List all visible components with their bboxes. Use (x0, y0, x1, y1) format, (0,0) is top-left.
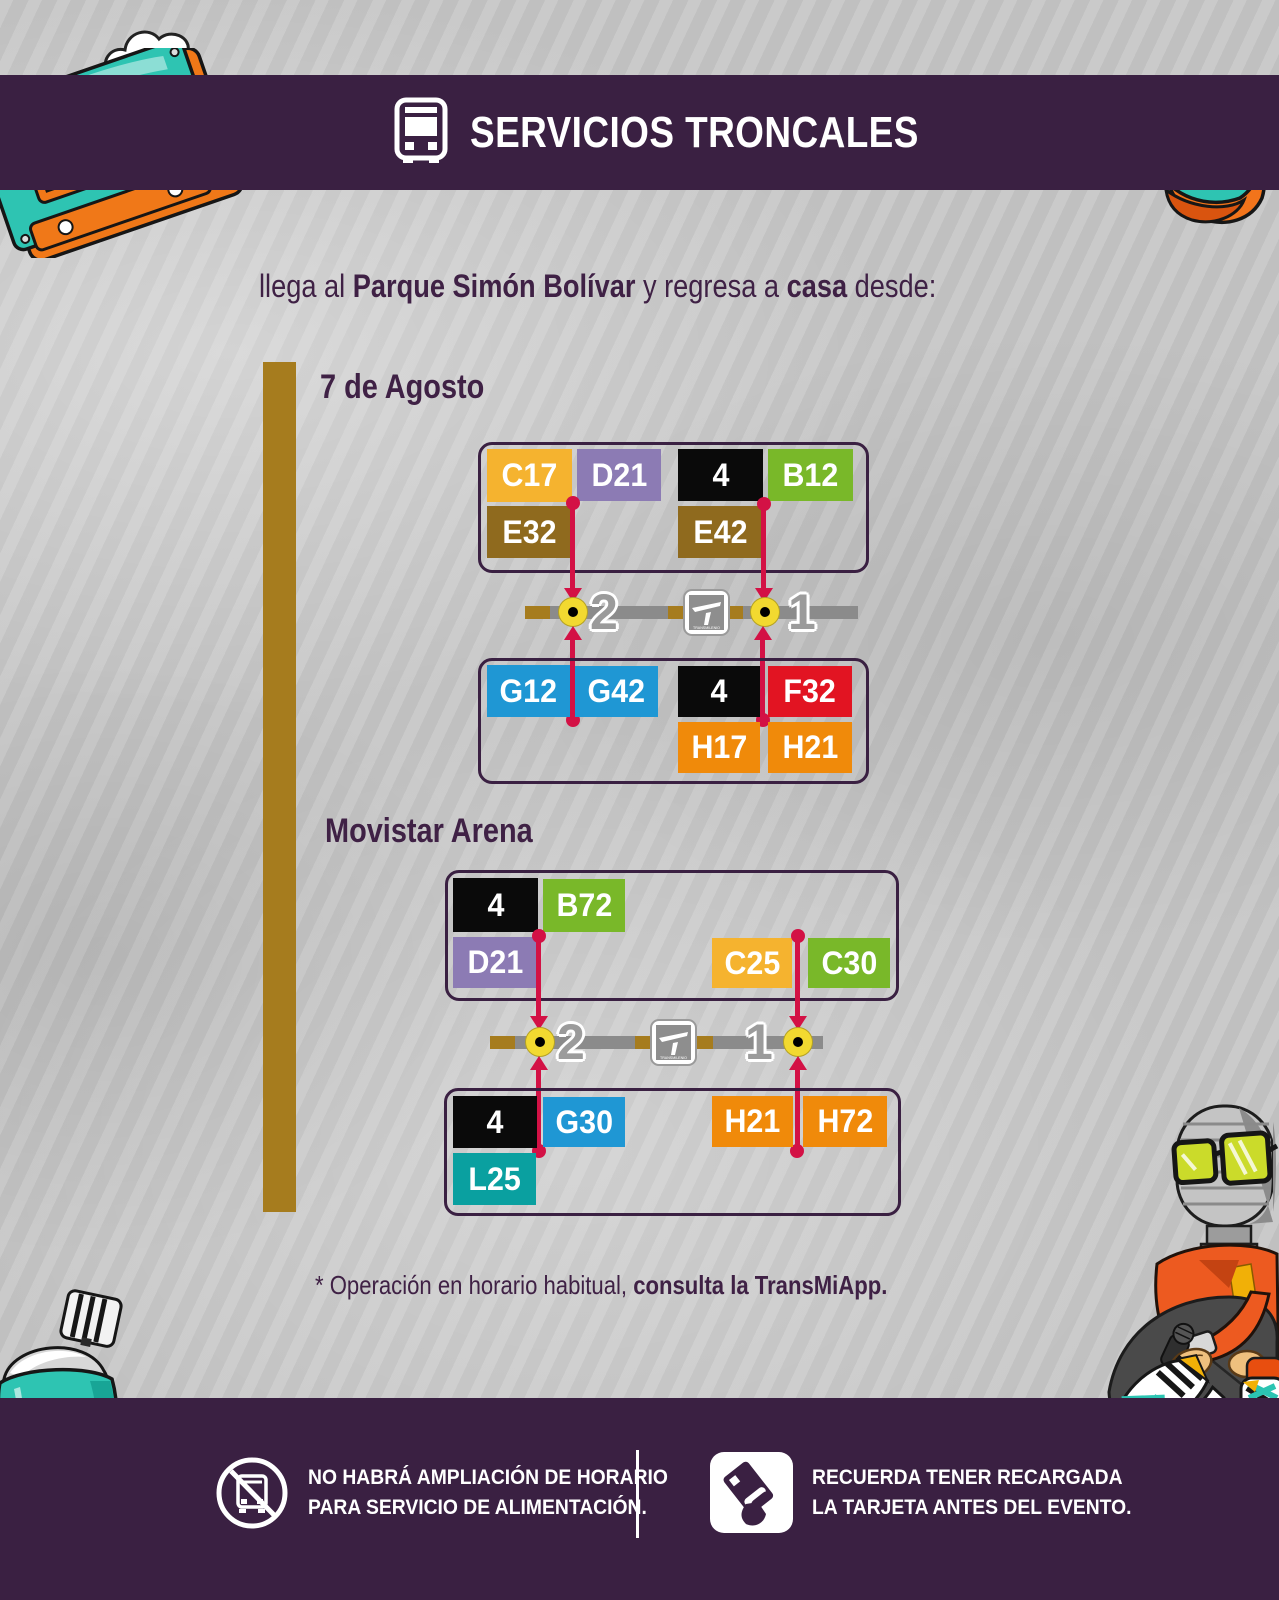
route-badge-e42: E42 (678, 506, 763, 558)
station-marker-1 (750, 597, 780, 627)
route-badge-g30: G30 (543, 1097, 625, 1147)
section-title-movistar-arena: Movistar Arena (325, 812, 533, 850)
station-number: 2 (557, 1014, 585, 1070)
route-badge-h17: H17 (678, 722, 760, 773)
route-badge-b72: B72 (543, 879, 625, 932)
route-badge-f32: F32 (768, 666, 852, 717)
route-box-movistar-north (445, 870, 899, 1001)
timeline-bar (263, 362, 296, 1212)
route-badge-g42: G42 (575, 666, 658, 717)
route-badge-l25: L25 (453, 1153, 536, 1205)
route-badge-d21: D21 (577, 449, 661, 501)
route-badge-h72: H72 (803, 1096, 887, 1147)
intro-part3: desde: (847, 268, 937, 304)
route-badge-b12: B12 (768, 449, 853, 501)
station-number: 1 (788, 584, 816, 640)
footnote-normal: * Operación en horario habitual, (315, 1270, 634, 1300)
route-badge-e32: E32 (487, 506, 572, 558)
route-badge-g12: G12 (487, 665, 570, 717)
station-number: 1 (745, 1014, 773, 1070)
route-badge-4: 4 (678, 449, 763, 501)
transmilenio-station-logo: TRANSMILENIO (683, 589, 730, 636)
intro-part1: llega al (259, 268, 353, 304)
route-badge-c30: C30 (808, 938, 890, 988)
page-title: SERVICIOS TRONCALES (470, 107, 919, 157)
intro-text: llega al Parque Simón Bolívar y regresa … (259, 268, 1056, 305)
intro-part2: y regresa a (635, 268, 787, 304)
route-badge-h21: H21 (768, 722, 852, 773)
card-icon (710, 1452, 793, 1533)
station-marker-2 (525, 1027, 555, 1057)
svg-text:TRANSMILENIO: TRANSMILENIO (693, 626, 720, 630)
footer-notice-feeder: NO HABRÁ AMPLIACIÓN DE HORARIO PARA SERV… (308, 1466, 668, 1519)
section-title-7-de-agosto: 7 de Agosto (320, 368, 485, 406)
route-box-movistar-south (444, 1088, 901, 1216)
intro-casa: casa (786, 268, 848, 304)
route-badge-h21: H21 (712, 1096, 793, 1147)
bus-icon (394, 97, 448, 163)
header-banner (0, 75, 1279, 190)
route-badge-d21: D21 (453, 937, 537, 988)
svg-text:TRANSMILENIO: TRANSMILENIO (660, 1056, 687, 1060)
route-badge-4: 4 (678, 666, 760, 717)
route-badge-c25: C25 (712, 938, 792, 988)
no-feeder-bus-icon (216, 1457, 288, 1529)
intro-destination: Parque Simón Bolívar (352, 268, 636, 304)
route-box-agosto-north (478, 442, 869, 573)
footer-banner (0, 1398, 1279, 1600)
transmilenio-station-logo: TRANSMILENIO (650, 1019, 697, 1066)
route-badge-4: 4 (453, 878, 538, 932)
footnote-bold: consulta la TransMiApp. (633, 1270, 888, 1300)
station-marker-1 (783, 1027, 813, 1057)
footer-notice-card: RECUERDA TENER RECARGADA LA TARJETA ANTE… (812, 1466, 1132, 1519)
footer-divider (636, 1450, 639, 1538)
footnote: * Operación en horario habitual, consult… (315, 1270, 988, 1301)
route-badge-4: 4 (453, 1096, 537, 1148)
station-marker-2 (558, 597, 588, 627)
route-box-agosto-south (478, 658, 869, 784)
route-badge-c17: C17 (487, 449, 572, 502)
station-number: 2 (590, 584, 618, 640)
